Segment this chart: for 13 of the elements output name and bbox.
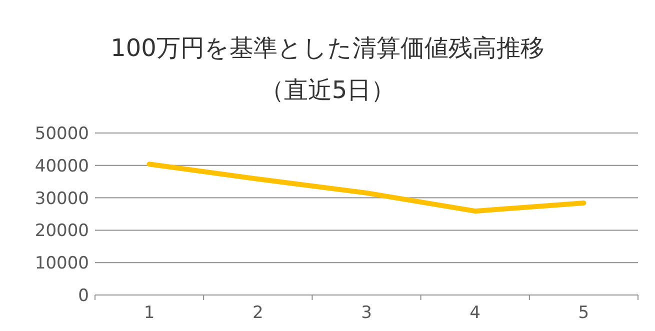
- x-tick-label: 4: [470, 303, 481, 323]
- y-tick-label: 50000: [34, 124, 89, 144]
- chart-subtitle: （直近5日）: [260, 76, 396, 104]
- y-tick-label: 40000: [34, 156, 89, 176]
- x-tick-label: 5: [578, 303, 590, 323]
- x-tick-label: 3: [361, 303, 372, 323]
- x-tick-label: 1: [144, 303, 155, 323]
- y-tick-label: 30000: [34, 188, 89, 209]
- chart-title: 100万円を基準とした清算価値残高推移: [110, 34, 544, 62]
- y-tick-label: 0: [78, 286, 89, 306]
- y-tick-label: 10000: [34, 254, 89, 274]
- x-tick-label: 2: [252, 303, 264, 323]
- y-tick-label: 20000: [34, 221, 89, 242]
